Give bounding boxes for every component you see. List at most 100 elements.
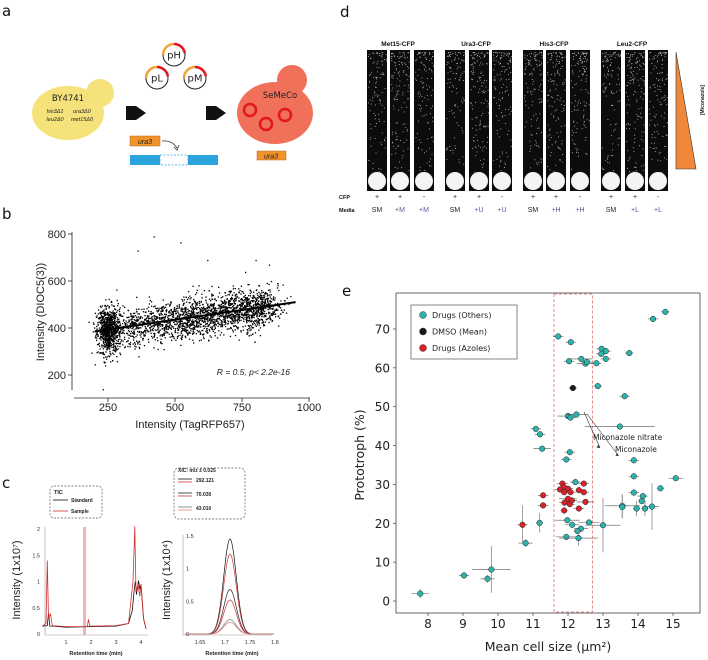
data-point — [206, 307, 208, 309]
colony-dot — [484, 99, 486, 101]
colony-dot — [403, 52, 405, 54]
colony-dot — [541, 57, 543, 59]
data-point — [106, 327, 108, 329]
colony-dot — [585, 89, 587, 90]
data-point — [227, 301, 230, 303]
data-point — [117, 309, 119, 312]
data-point — [158, 316, 161, 319]
data-point — [157, 310, 160, 312]
data-point — [254, 322, 256, 324]
data-point — [111, 330, 113, 333]
data-point — [108, 342, 110, 344]
colony-dot — [632, 75, 634, 77]
colony-dot — [503, 52, 505, 54]
colony-dot — [661, 115, 662, 117]
colony-dot — [375, 152, 377, 154]
colony-dot — [394, 56, 396, 58]
colony-dot — [574, 52, 575, 54]
colony-dot — [479, 55, 480, 57]
colony-dot — [561, 161, 563, 163]
colony-dot — [551, 106, 553, 107]
colony-dot — [534, 159, 536, 161]
data-point — [100, 339, 102, 341]
colony-dot — [454, 145, 456, 147]
colony-dot — [417, 74, 419, 76]
data-point — [187, 310, 189, 313]
colony-dot — [575, 100, 576, 102]
colony-dot — [376, 77, 377, 79]
gradient-lane — [445, 50, 465, 191]
data-point — [179, 326, 181, 328]
data-point — [203, 308, 205, 310]
data-point — [103, 331, 105, 333]
colony-dot — [629, 104, 631, 106]
colony-dot — [610, 124, 612, 126]
colony-dot — [634, 52, 636, 53]
legend-label: 292.121 — [196, 478, 214, 484]
data-point — [186, 311, 188, 314]
colony-dot — [659, 104, 661, 106]
data-point — [210, 311, 212, 313]
colony-dot — [658, 79, 660, 81]
data-point — [251, 316, 253, 319]
colony-dot — [481, 71, 483, 73]
data-point — [211, 315, 213, 317]
colony-dot — [572, 87, 573, 89]
data-point — [267, 297, 269, 299]
xic-trace — [185, 589, 274, 635]
point-drug-other — [563, 456, 570, 463]
data-point — [192, 330, 195, 332]
colony-dot — [404, 84, 406, 86]
colony-dot — [571, 111, 573, 113]
colony-dot — [643, 131, 645, 133]
data-point — [103, 319, 105, 321]
colony-dot — [649, 147, 651, 148]
colony-dot — [585, 58, 587, 59]
colony-dot — [659, 160, 661, 162]
colony-dot — [479, 128, 481, 130]
point-drug-other — [539, 445, 546, 452]
data-point — [107, 325, 109, 328]
colony-dot — [641, 91, 642, 93]
data-point — [118, 334, 120, 336]
colony-dot — [537, 163, 539, 165]
data-point — [237, 327, 239, 329]
data-point — [277, 302, 279, 304]
data-point — [152, 330, 154, 332]
data-point — [249, 305, 251, 307]
data-point — [108, 346, 110, 348]
data-point — [189, 298, 191, 300]
data-point — [191, 312, 193, 315]
colony-dot — [396, 92, 398, 94]
data-point — [155, 318, 158, 320]
data-point — [175, 324, 177, 326]
colony-dot — [556, 98, 558, 100]
colony-dot — [533, 80, 535, 82]
data-point — [249, 324, 251, 327]
data-point — [234, 329, 236, 331]
data-point — [235, 316, 237, 318]
colony-dot — [402, 155, 404, 157]
data-point — [258, 329, 260, 331]
colony-dot — [658, 80, 660, 81]
colony-dot — [487, 112, 489, 114]
colony-dot — [451, 109, 452, 111]
data-point — [164, 327, 166, 329]
colony-dot — [375, 104, 376, 106]
point-drug-other — [573, 411, 580, 418]
colony-dot — [501, 52, 503, 54]
data-point — [131, 321, 133, 323]
data-point — [118, 313, 120, 315]
colony-dot — [612, 105, 614, 107]
data-point — [165, 331, 168, 333]
colony-dot — [641, 131, 643, 133]
data-point — [113, 338, 115, 340]
colony-dot — [572, 53, 573, 54]
data-point — [111, 316, 114, 319]
data-point — [255, 319, 257, 321]
colony-dot — [655, 116, 656, 118]
data-point — [103, 322, 106, 324]
data-point — [202, 310, 205, 312]
data-point — [129, 343, 131, 346]
data-point — [252, 308, 254, 311]
